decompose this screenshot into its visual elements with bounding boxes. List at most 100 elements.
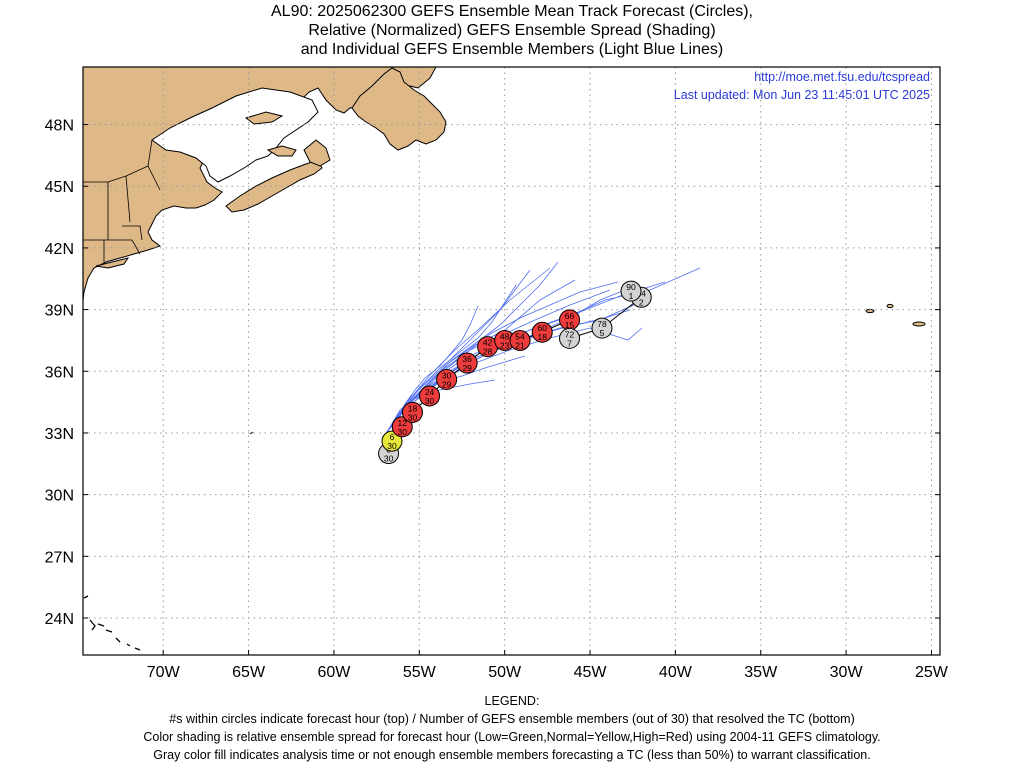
title-line-3: and Individual GEFS Ensemble Members (Li…	[300, 41, 724, 58]
x-tick-label: 60W	[318, 664, 352, 681]
forecast-hour-label: 30	[442, 371, 452, 381]
y-tick-label: 39N	[45, 303, 74, 320]
forecast-hour-label: 42	[483, 338, 493, 348]
forecast-hour-label: 84	[637, 288, 647, 298]
forecast-hour-label: 90	[626, 282, 636, 292]
legend-heading: LEGEND:	[484, 694, 540, 708]
legend-line-3: Gray color fill indicates analysis time …	[153, 748, 871, 762]
mean-track-point: 630	[381, 430, 403, 452]
mean-track-circle	[381, 430, 403, 452]
forecast-hour-label: 6	[390, 432, 395, 442]
forecast-hour-label: 54	[515, 331, 525, 341]
land-cape-breton	[303, 139, 331, 167]
forecast-hour-label: 18	[408, 403, 418, 413]
forecast-hour-label: 72	[565, 329, 575, 339]
land-pei	[266, 145, 297, 157]
member-count-label: 7	[567, 338, 572, 348]
member-count-label: 21	[515, 340, 525, 350]
x-tick-label: 55W	[403, 664, 437, 681]
last-updated: Last updated: Mon Jun 23 11:45:01 UTC 20…	[674, 88, 930, 102]
state-borders	[83, 139, 161, 262]
member-count-label: 30	[398, 427, 408, 437]
member-count-label: 30	[387, 441, 397, 451]
x-tick-label: 40W	[659, 664, 693, 681]
y-tick-label: 27N	[45, 549, 74, 566]
x-tick-label: 70W	[147, 664, 181, 681]
y-tick-label: 24N	[45, 611, 74, 628]
x-tick-label: 45W	[574, 664, 608, 681]
mean-track-point: 901	[620, 280, 642, 302]
y-tick-label: 33N	[45, 426, 74, 443]
land-bermuda	[249, 431, 254, 435]
member-count-label: 30	[408, 412, 418, 422]
y-tick-label: 36N	[45, 364, 74, 381]
forecast-hour-label: 36	[462, 354, 472, 364]
land-masses	[83, 67, 926, 651]
x-tick-label: 30W	[830, 664, 864, 681]
y-tick-label: 45N	[45, 179, 74, 196]
x-tick-label: 35W	[744, 664, 778, 681]
member-count-label: 23	[500, 340, 510, 350]
forecast-hour-label: 12	[398, 418, 408, 428]
land-long-island	[95, 257, 130, 269]
land-anticosti	[244, 111, 284, 125]
plot-frame	[82, 66, 941, 656]
member-count-label: 30	[384, 454, 394, 464]
forecast-hour-label: 60	[537, 323, 547, 333]
mean-track-circle	[531, 321, 553, 343]
x-tick-label: 50W	[488, 664, 522, 681]
mean-track-circle	[419, 385, 441, 407]
x-tick-label: 25W	[915, 664, 949, 681]
mean-track-circle	[591, 317, 613, 339]
y-tick-label: 42N	[45, 241, 74, 258]
mean-track-circle	[620, 280, 642, 302]
axis-ticks: 70W 65W 60W 55W 50W 45W 40W 35W 30W 25W 24N 27N 30N 3…	[45, 118, 949, 681]
member-count-label: 15	[565, 320, 575, 330]
gulf-st-lawrence	[151, 87, 319, 183]
mean-track-circle	[436, 369, 458, 391]
forecast-hour-label: 48	[500, 331, 510, 341]
y-tick-label: 30N	[45, 488, 74, 505]
chart-title: AL90: 2025062300 GEFS Ensemble Mean Trac…	[0, 2, 1024, 59]
lat-lon-grid	[83, 67, 940, 655]
legend-line-1: #s within circles indicate forecast hour…	[169, 712, 855, 726]
title-line-2: Relative (Normalized) GEFS Ensemble Spre…	[308, 22, 716, 39]
member-count-label: 29	[462, 363, 472, 373]
mean-track-circle	[456, 352, 478, 374]
mean-track-point: 727	[559, 327, 581, 349]
mean-track-circle	[509, 329, 531, 351]
member-count-label: 1	[629, 291, 634, 301]
land-newfoundland	[351, 67, 447, 151]
member-count-label: 30	[425, 396, 435, 406]
member-track	[386, 281, 619, 433]
forecast-hour-label: 24	[425, 387, 435, 397]
member-count-label: 29	[442, 380, 452, 390]
land-caribbean	[83, 595, 141, 651]
mean-track-circle	[401, 401, 423, 423]
member-count-label: 2	[639, 297, 644, 307]
mean-track-circle	[391, 416, 413, 438]
forecast-hour-label: 66	[565, 311, 575, 321]
member-track	[386, 267, 551, 433]
mean-track-point: 785	[591, 317, 613, 339]
member-track	[386, 284, 517, 433]
plot-area: 0306301230183024303029362942284823542160…	[83, 67, 940, 655]
forecast-hour-label: 78	[597, 319, 607, 329]
member-track	[386, 305, 479, 433]
land-azores-2	[886, 303, 894, 309]
land-azores-3	[912, 321, 926, 327]
x-tick-label: 65W	[232, 664, 266, 681]
member-count-label: 5	[600, 328, 605, 338]
source-url[interactable]: http://moe.met.fsu.edu/tcspread	[754, 70, 930, 84]
legend: LEGEND: #s within circles indicate forec…	[0, 692, 1024, 764]
title-line-1: AL90: 2025062300 GEFS Ensemble Mean Trac…	[271, 3, 753, 20]
mean-track-circle	[559, 327, 581, 349]
